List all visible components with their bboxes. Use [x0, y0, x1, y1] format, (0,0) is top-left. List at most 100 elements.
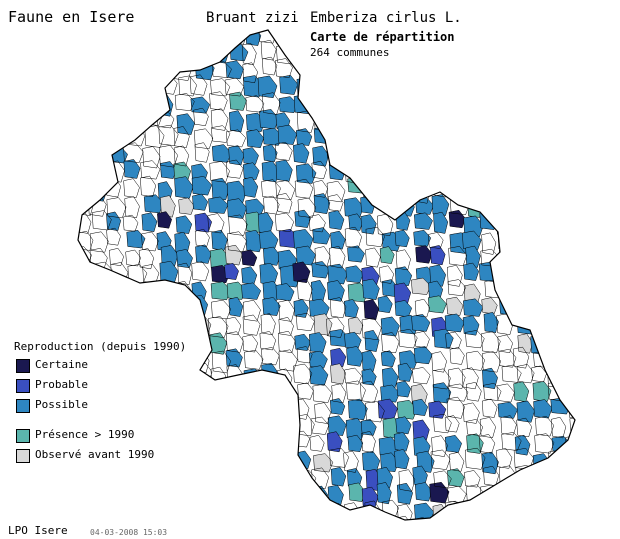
commune-patch — [174, 176, 194, 199]
commune-patch — [259, 230, 279, 250]
commune-patch — [92, 485, 108, 505]
commune-patch — [244, 349, 264, 370]
commune-patch — [177, 262, 193, 285]
commune-patch — [78, 280, 89, 302]
commune-patch — [483, 382, 502, 401]
commune-patch — [314, 402, 331, 424]
commune-patch — [243, 176, 259, 198]
commune-patch — [534, 42, 553, 62]
commune-patch — [144, 400, 161, 419]
site-title: Faune en Isere — [8, 8, 135, 26]
commune-patch — [532, 295, 553, 317]
commune-patch — [297, 197, 317, 218]
commune-patch — [414, 331, 430, 348]
commune-patch — [175, 215, 193, 234]
commune-patch — [466, 433, 484, 454]
commune-patch — [157, 418, 174, 442]
commune-patch — [276, 193, 293, 214]
commune-patch — [501, 364, 522, 383]
commune-patch — [497, 30, 518, 42]
legend-label: Possible — [35, 398, 88, 411]
commune-patch — [396, 380, 412, 398]
commune-patch — [78, 78, 90, 100]
commune-patch — [515, 481, 531, 502]
commune-patch — [244, 448, 260, 470]
commune-patch — [517, 144, 532, 166]
commune-patch — [241, 249, 258, 267]
commune-patch — [210, 78, 231, 97]
commune-patch — [225, 244, 243, 266]
commune-patch — [209, 91, 228, 111]
commune-patch — [535, 416, 555, 437]
commune-patch — [361, 368, 377, 386]
commune-patch — [515, 278, 530, 299]
commune-patch — [414, 212, 433, 230]
commune-patch — [550, 79, 567, 101]
commune-patch — [513, 30, 529, 42]
commune-patch — [293, 519, 311, 520]
commune-patch — [208, 316, 229, 338]
commune-patch — [309, 435, 325, 452]
commune-patch — [275, 283, 295, 301]
commune-patch — [178, 197, 195, 215]
commune-patch — [551, 124, 569, 147]
commune-patch — [140, 160, 161, 180]
commune-patch — [500, 499, 518, 518]
commune-patch — [498, 465, 517, 488]
commune-patch — [412, 465, 428, 487]
commune-patch — [462, 402, 480, 424]
commune-patch — [399, 30, 418, 45]
commune-patch — [157, 94, 174, 117]
commune-patch — [428, 280, 444, 300]
commune-patch — [361, 431, 376, 453]
commune-patch — [309, 58, 327, 76]
commune-patch — [412, 398, 429, 416]
commune-patch — [124, 45, 143, 68]
commune-patch — [263, 451, 281, 473]
legend-label: Présence > 1990 — [35, 428, 135, 441]
commune-patch — [78, 266, 92, 287]
commune-patch — [123, 108, 142, 131]
commune-patch — [481, 351, 502, 373]
commune-patch — [380, 384, 400, 403]
commune-patch — [295, 414, 315, 437]
commune-patch — [78, 93, 89, 115]
commune-patch — [125, 312, 144, 335]
commune-patch — [108, 499, 127, 520]
commune-patch — [500, 76, 519, 97]
commune-patch — [499, 486, 516, 505]
commune-patch — [446, 396, 465, 419]
footer-date: 04-03-2008 15:03 — [90, 528, 168, 537]
commune-patch — [331, 383, 347, 404]
commune-patch — [496, 261, 517, 281]
commune-patch — [177, 383, 199, 404]
commune-patch — [382, 146, 402, 163]
commune-patch — [211, 500, 231, 518]
commune-patch — [277, 453, 295, 474]
commune-patch — [141, 281, 161, 299]
commune-patch — [513, 162, 529, 183]
commune-patch — [261, 347, 280, 366]
commune-patch — [444, 59, 463, 77]
commune-patch — [394, 229, 410, 248]
commune-patch — [430, 164, 450, 186]
commune-patch — [394, 74, 412, 94]
commune-patch — [381, 177, 399, 200]
legend-label: Probable — [35, 378, 88, 391]
commune-patch — [127, 73, 144, 94]
commune-patch — [363, 108, 380, 131]
commune-patch — [144, 125, 165, 148]
commune-patch — [208, 30, 229, 43]
commune-patch — [328, 130, 345, 149]
commune-patch — [141, 384, 161, 403]
commune-patch — [226, 331, 244, 353]
commune-patch — [190, 503, 208, 520]
commune-patch — [346, 30, 363, 41]
commune-patch — [396, 94, 414, 113]
commune-patch — [529, 196, 549, 217]
commune-patch — [193, 350, 210, 373]
commune-patch — [78, 58, 93, 76]
commune-patch — [360, 74, 377, 95]
commune-patch — [427, 295, 447, 314]
commune-patch — [329, 447, 350, 468]
